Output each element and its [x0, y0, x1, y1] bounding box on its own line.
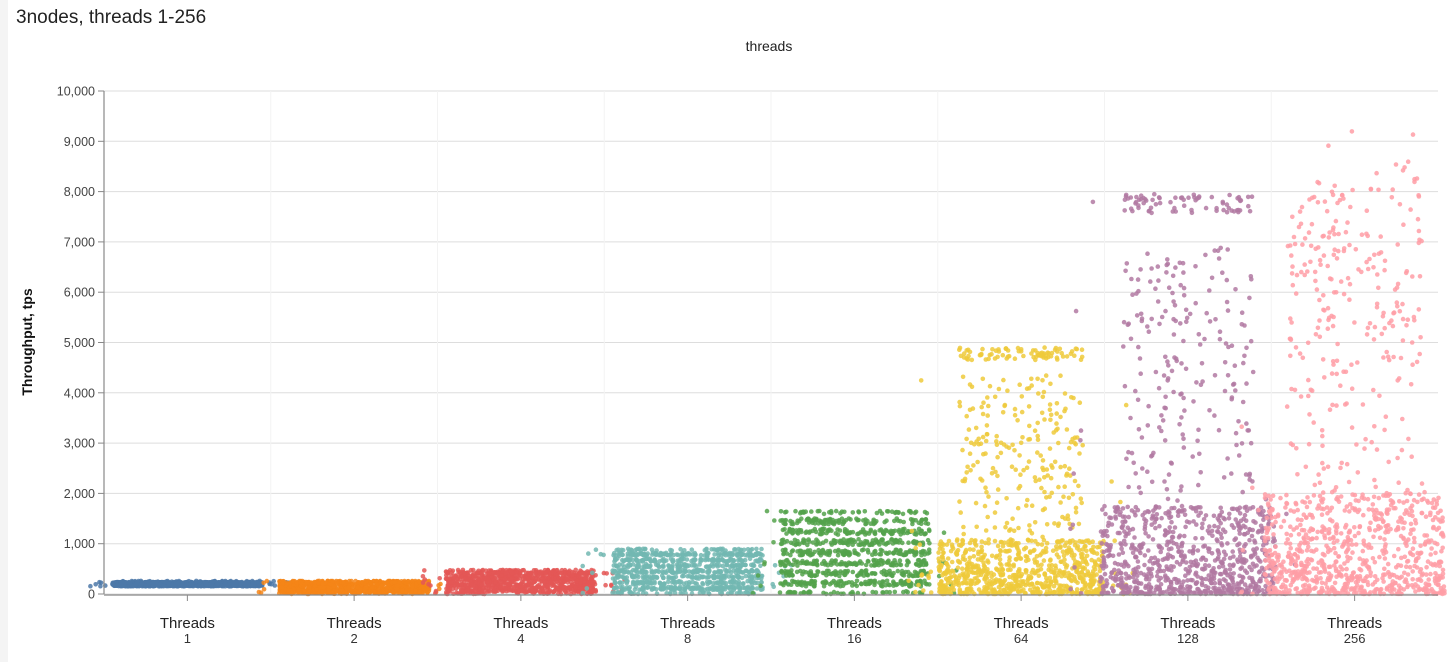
series-4	[420, 567, 627, 597]
y-tick-label: 10,000	[57, 85, 95, 99]
panel-title: 3nodes, threads 1-256	[16, 7, 207, 28]
y-tick-label: 3,000	[64, 437, 95, 451]
series-16	[750, 508, 959, 597]
x-tick-sublabel: 128	[1177, 631, 1199, 646]
y-tick-label: 6,000	[64, 286, 95, 300]
x-tick-label: Threads	[327, 615, 382, 632]
y-axis: 0 1,000 2,000 3,000 4,000 5,000 6,000 7,000 8,00…	[57, 85, 105, 602]
y-tick-label: 4,000	[64, 386, 95, 400]
y-tick-label: 7,000	[64, 235, 95, 249]
x-tick-label: Threads	[1160, 615, 1215, 632]
data-points	[88, 129, 1447, 597]
y-tick-label: 1,000	[64, 537, 95, 551]
series-2	[256, 578, 460, 597]
y-tick-label: 8,000	[64, 185, 95, 199]
x-tick-sublabel: 8	[684, 631, 691, 646]
x-tick-label: Threads	[493, 615, 548, 632]
page-left-border	[0, 0, 8, 662]
y-tick-label: 9,000	[64, 135, 95, 149]
x-tick-label: Threads	[994, 615, 1049, 632]
series-8	[580, 546, 794, 597]
series-1	[88, 578, 295, 589]
x-tick-sublabel: 64	[1014, 631, 1028, 646]
y-tick-label: 5,000	[64, 336, 95, 350]
x-axis: Threads1Threads2Threads4Threads8Threads1…	[104, 594, 1438, 646]
x-tick-sublabel: 2	[351, 631, 358, 646]
series-256	[1238, 129, 1447, 597]
series-64	[906, 345, 1135, 597]
x-tick-label: Threads	[660, 615, 715, 632]
x-tick-sublabel: 4	[517, 631, 524, 646]
x-tick-label: Threads	[1327, 615, 1382, 632]
y-tick-label: 0	[88, 588, 95, 602]
x-tick-label: Threads	[827, 615, 882, 632]
facet-title: threads	[745, 38, 793, 54]
x-tick-sublabel: 256	[1344, 631, 1366, 646]
series-128	[1068, 191, 1298, 597]
x-tick-label: Threads	[160, 615, 215, 632]
y-tick-label: 2,000	[64, 487, 95, 501]
x-tick-sublabel: 1	[184, 631, 191, 646]
x-tick-sublabel: 16	[847, 631, 861, 646]
